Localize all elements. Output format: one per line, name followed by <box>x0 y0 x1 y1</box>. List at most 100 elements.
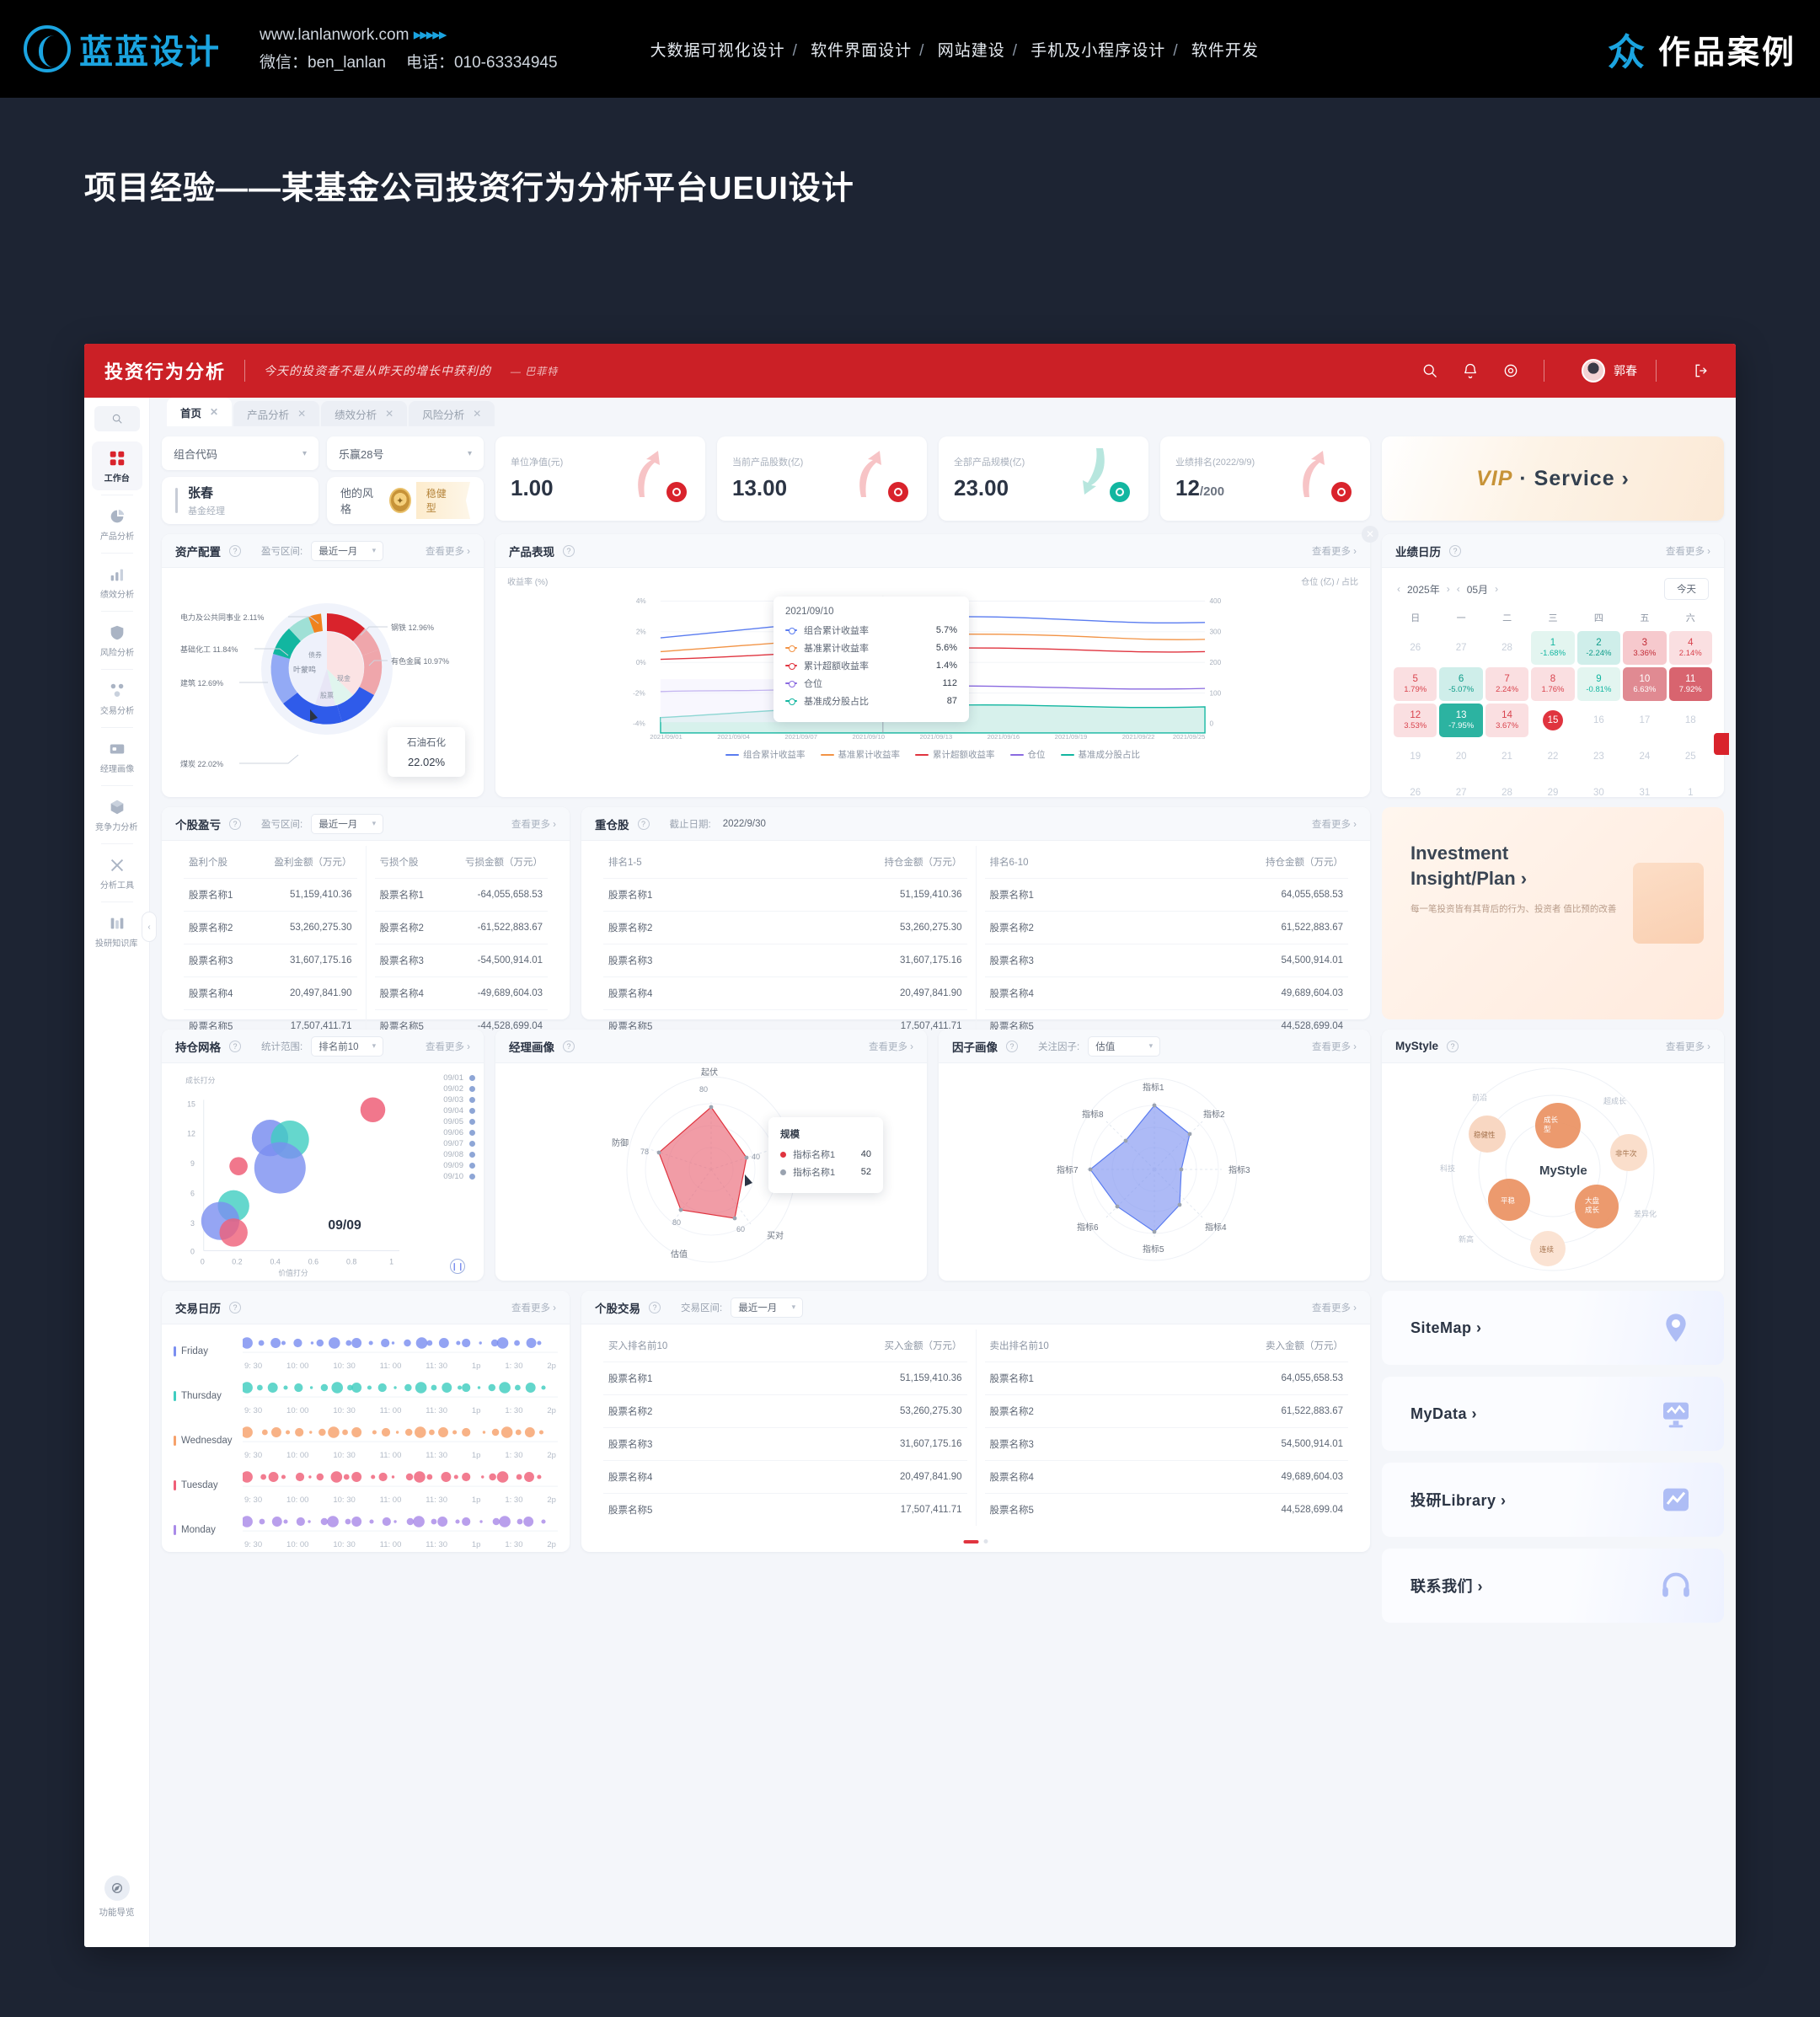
sidebar-item-risk-analysis[interactable]: 风险分析 <box>92 616 142 665</box>
side-handle[interactable] <box>1714 733 1729 755</box>
table-row[interactable]: 股票名称4 20,497,841.90 <box>184 976 357 1010</box>
table-row[interactable]: 股票名称1 64,055,658.53 <box>984 878 1348 912</box>
calendar-day-cell[interactable]: 14 3.67% <box>1485 704 1529 737</box>
sidebar-item-product-analysis[interactable]: 产品分析 <box>92 500 142 548</box>
help-icon[interactable]: ? <box>563 1040 575 1052</box>
timeline-item[interactable]: 09/09 <box>443 1161 475 1170</box>
sidebar-collapse-handle[interactable]: ‹ <box>142 912 157 942</box>
calendar-day-cell[interactable]: 28 <box>1502 643 1512 653</box>
calendar-day-cell[interactable]: 26 <box>1410 788 1421 798</box>
calendar-day-cell[interactable]: 29 <box>1547 788 1559 798</box>
link-sitemap[interactable]: SiteMap › <box>1382 1291 1724 1365</box>
view-more-link[interactable]: 查看更多 › <box>511 819 556 830</box>
timeline-item[interactable]: 09/10 <box>443 1172 475 1181</box>
view-more-link[interactable]: 查看更多 › <box>1311 819 1357 830</box>
sidebar-item-performance-analysis[interactable]: 绩效分析 <box>92 558 142 607</box>
view-more-link[interactable]: 查看更多 › <box>1311 1041 1357 1052</box>
prev-month-icon[interactable]: ‹ <box>1456 583 1460 595</box>
calendar-day-cell[interactable]: 16 <box>1593 715 1604 725</box>
table-row[interactable]: 股票名称4 20,497,841.90 <box>603 1460 967 1494</box>
table-row[interactable]: 股票名称4 20,497,841.90 <box>603 976 967 1010</box>
link-research-library[interactable]: 投研Library › <box>1382 1463 1724 1537</box>
table-row[interactable]: 股票名称1 64,055,658.53 <box>984 1362 1348 1395</box>
calendar-day-cell[interactable]: 17 <box>1639 715 1651 725</box>
table-row[interactable]: 股票名称2 -61,522,883.67 <box>374 911 548 944</box>
calendar-day-cell[interactable]: 31 <box>1639 788 1651 798</box>
search-icon[interactable] <box>1416 356 1444 385</box>
today-button[interactable]: 今天 <box>1664 578 1709 600</box>
sidebar-item-analysis-tools[interactable]: 分析工具 <box>92 848 142 897</box>
close-icon[interactable]: ✕ <box>297 408 307 420</box>
tab-product-analysis[interactable]: 产品分析 ✕ <box>233 401 320 426</box>
close-icon[interactable]: ✕ <box>1362 526 1378 543</box>
view-more-link[interactable]: 查看更多 › <box>1665 546 1710 557</box>
logout-icon[interactable] <box>1687 356 1716 385</box>
asset-range-select[interactable]: 最近一月 ▾ <box>311 540 384 561</box>
calendar-day-cell[interactable]: 20 <box>1455 752 1467 762</box>
table-row[interactable]: 股票名称2 61,522,883.67 <box>984 1394 1348 1428</box>
help-icon[interactable]: ? <box>229 544 241 557</box>
pnl-range-select[interactable]: 最近一月 ▾ <box>311 813 384 834</box>
table-row[interactable]: 股票名称4 49,689,604.03 <box>984 976 1348 1010</box>
close-icon[interactable]: ✕ <box>385 408 394 420</box>
calendar-day-cell[interactable]: 21 <box>1502 752 1512 762</box>
view-more-link[interactable]: 查看更多 › <box>868 1041 913 1052</box>
calendar-day-cell[interactable]: 26 <box>1410 643 1421 653</box>
help-icon[interactable]: ? <box>229 817 241 830</box>
legend-item[interactable]: 基准累计收益率 <box>820 748 900 761</box>
timeline-item[interactable]: 09/08 <box>443 1150 475 1159</box>
vip-service-card[interactable]: VIP · Service › <box>1382 436 1724 521</box>
calendar-day-cell[interactable]: 15 <box>1531 704 1574 737</box>
help-icon[interactable]: ? <box>1449 544 1461 557</box>
help-icon[interactable]: ? <box>637 817 650 830</box>
calendar-day-cell[interactable]: 5 1.79% <box>1394 667 1437 701</box>
calendar-day-cell[interactable]: 2 -2.24% <box>1576 631 1621 665</box>
view-more-link[interactable]: 查看更多 › <box>511 1303 556 1313</box>
pause-icon[interactable]: ❙❙ <box>450 1259 465 1274</box>
table-row[interactable]: 股票名称5 44,528,699.04 <box>984 1493 1348 1526</box>
help-icon[interactable]: ? <box>1447 1040 1459 1052</box>
timeline-item[interactable]: 09/03 <box>443 1095 475 1105</box>
calendar-day-cell[interactable]: 1 -1.68% <box>1531 631 1575 665</box>
table-row[interactable]: 股票名称3 -54,500,914.01 <box>374 944 548 977</box>
calendar-day-cell[interactable]: 9 -0.81% <box>1576 667 1621 701</box>
calendar-day-cell[interactable]: 24 <box>1639 752 1651 762</box>
kpi-card-scale[interactable]: 全部产品规模(亿) 23.00 <box>939 436 1148 521</box>
view-more-link[interactable]: 查看更多 › <box>1311 1303 1357 1313</box>
table-row[interactable]: 股票名称4 -49,689,604.03 <box>374 976 548 1010</box>
help-icon[interactable]: ? <box>1006 1040 1018 1052</box>
calendar-day-cell[interactable]: 18 <box>1684 715 1696 725</box>
close-icon[interactable]: ✕ <box>210 406 219 418</box>
calendar-day-cell[interactable]: 1 <box>1688 788 1694 798</box>
trade-range-select[interactable]: 最近一月 ▾ <box>731 1297 804 1318</box>
next-month-icon[interactable]: › <box>1495 583 1499 595</box>
help-icon[interactable]: ? <box>229 1040 241 1052</box>
sidebar-item-trade-analysis[interactable]: 交易分析 <box>92 674 142 723</box>
table-row[interactable]: 股票名称1 51,159,410.36 <box>603 878 967 912</box>
table-row[interactable]: 股票名称2 53,260,275.30 <box>603 1394 967 1428</box>
settings-icon[interactable] <box>1496 356 1525 385</box>
view-more-link[interactable]: 查看更多 › <box>425 546 470 557</box>
view-more-link[interactable]: 查看更多 › <box>1311 546 1357 557</box>
kpi-card-nav[interactable]: 单位净值(元) 1.00 <box>495 436 705 521</box>
timeline-item[interactable]: 09/02 <box>443 1084 475 1094</box>
bell-icon[interactable] <box>1456 356 1485 385</box>
link-contact-us[interactable]: 联系我们 › <box>1382 1549 1724 1623</box>
tab-home[interactable]: 首页 ✕ <box>167 398 233 426</box>
next-year-icon[interactable]: › <box>1446 583 1450 595</box>
table-row[interactable]: 股票名称3 54,500,914.01 <box>984 1427 1348 1461</box>
table-row[interactable]: 股票名称3 54,500,914.01 <box>984 944 1348 977</box>
factor-select[interactable]: 估值 ▾ <box>1088 1035 1161 1057</box>
table-row[interactable]: 股票名称3 31,607,175.16 <box>603 944 967 977</box>
table-row[interactable]: 股票名称3 31,607,175.16 <box>184 944 357 977</box>
link-mydata[interactable]: MyData › <box>1382 1377 1724 1451</box>
timeline-list[interactable]: 09/01 09/02 09/03 09/04 09/05 09/06 09/07 09/08… <box>420 1070 475 1279</box>
help-icon[interactable]: ? <box>563 544 575 557</box>
prev-year-icon[interactable]: ‹ <box>1397 583 1400 595</box>
calendar-day-cell[interactable]: 7 2.24% <box>1485 667 1529 701</box>
calendar-day-cell[interactable]: 27 <box>1455 788 1467 798</box>
legend-item[interactable]: 基准成分股占比 <box>1060 748 1140 761</box>
timeline-item[interactable]: 09/07 <box>443 1139 475 1148</box>
calendar-day-cell[interactable]: 12 3.53% <box>1394 704 1437 737</box>
tab-performance-analysis[interactable]: 绩效分析 ✕ <box>321 401 408 426</box>
